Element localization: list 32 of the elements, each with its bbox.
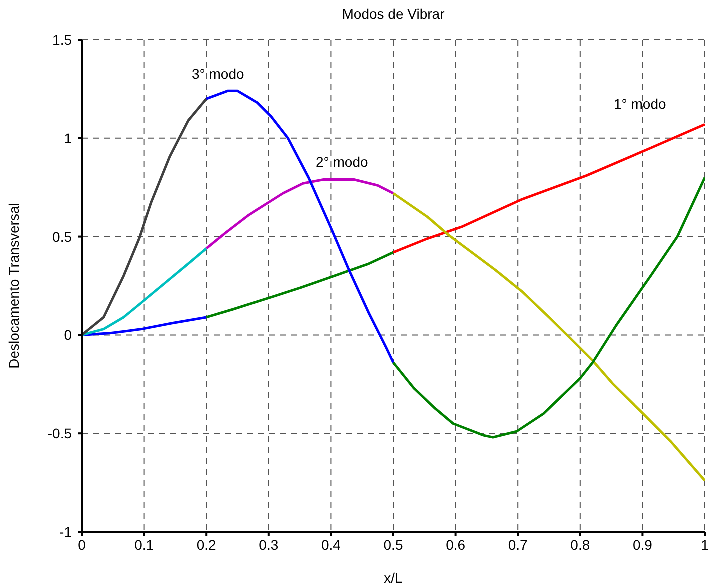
x-tick-label: 0	[78, 536, 86, 553]
y-tick-label: 1.5	[52, 32, 72, 48]
y-axis-title: Deslocamento Transversal	[6, 203, 22, 369]
line-series	[205, 90, 395, 364]
chart-title: Modos de Vibrar	[341, 6, 446, 22]
line-series	[392, 123, 705, 254]
annotation: 1° modo	[614, 96, 666, 112]
x-tick-label: 0.4	[321, 536, 342, 553]
y-tick-label: 0.5	[52, 228, 72, 245]
y-tick-label: -1	[60, 524, 72, 540]
x-tick-label: 1	[701, 536, 709, 553]
annotation: 3° modo	[192, 66, 244, 82]
x-tick-label: 0.9	[632, 536, 653, 553]
x-axis-title: x/L	[384, 570, 404, 583]
line-series	[82, 316, 208, 336]
line-series	[205, 251, 395, 319]
x-tick-label: 0.6	[446, 536, 466, 553]
line-series	[205, 178, 395, 250]
line-series	[82, 98, 208, 336]
line-series	[392, 176, 705, 439]
x-tick-label: 0.8	[570, 536, 590, 553]
x-tick-label: 0.3	[259, 536, 279, 553]
y-tick-label: -0.5	[48, 426, 72, 442]
annotation: 2° modo	[316, 154, 368, 170]
x-tick-label: 0.5	[384, 536, 404, 553]
y-tick-label: 1	[64, 130, 72, 146]
y-tick-label: 0	[64, 327, 72, 344]
line-series	[392, 192, 705, 482]
line-series	[82, 247, 208, 336]
x-tick-label: 0.2	[196, 536, 217, 553]
x-tick-label: 0.1	[134, 536, 154, 553]
x-tick-label: 0.7	[508, 536, 528, 553]
